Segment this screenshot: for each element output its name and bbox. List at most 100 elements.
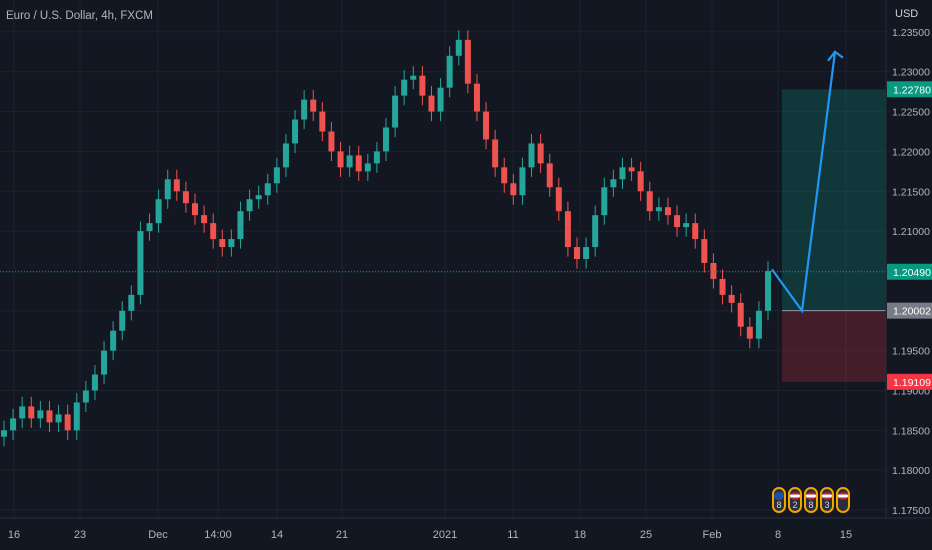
price-tick-label: 1.21000 [892, 226, 930, 238]
candle-body [728, 294, 735, 303]
us-flag-icon[interactable] [836, 487, 850, 513]
candle-body [655, 207, 662, 212]
candle-body [464, 39, 471, 84]
us-flag-icon[interactable]: 8 [804, 487, 818, 513]
price-tick-label: 1.23000 [892, 67, 930, 79]
candle-body [446, 55, 453, 88]
candle-body [164, 179, 171, 200]
candle-body [592, 215, 599, 248]
candle-body [692, 223, 699, 240]
candle-body [537, 143, 544, 164]
time-tick-label: Feb [703, 529, 722, 541]
time-tick-label: 14 [271, 529, 283, 541]
candle-body [128, 294, 135, 311]
us-flag-icon[interactable]: 3 [820, 487, 834, 513]
price-tick-label: 1.17500 [892, 505, 930, 517]
event-count: 3 [824, 500, 830, 510]
price-label-bg [887, 373, 932, 390]
price-tick-label: 1.22000 [892, 146, 930, 158]
time-tick-label: 8 [775, 529, 781, 541]
candle-body [765, 270, 771, 311]
candle-body [492, 139, 499, 168]
candle-body [401, 79, 408, 96]
candle-body [264, 183, 271, 196]
candle-body [301, 99, 308, 120]
price-label-bg [887, 302, 932, 319]
candle-body [137, 231, 144, 295]
candle-body [419, 75, 426, 96]
candle-body [364, 163, 371, 172]
candle-body [255, 195, 262, 200]
price-tick-label: 1.18000 [892, 465, 930, 477]
candle-body [528, 143, 535, 168]
candle-body [355, 155, 362, 172]
price-label-last-price: 1.20490 [893, 267, 931, 279]
candle-body [719, 278, 726, 295]
profit-zone [782, 89, 886, 311]
candle-body [746, 326, 753, 339]
candle-body [564, 211, 571, 248]
candle-body [319, 111, 326, 132]
candle-body [1, 430, 7, 437]
price-tick-label: 1.23500 [892, 27, 930, 39]
candle-body [637, 171, 644, 192]
price-tick-label: 1.22500 [892, 107, 930, 119]
candle-body [119, 310, 126, 331]
time-tick-label: 21 [336, 529, 348, 541]
candle-body [228, 239, 235, 248]
event-count: 8 [776, 500, 782, 510]
candle-body [501, 167, 508, 184]
candle-body [428, 95, 435, 112]
candle-body [619, 167, 626, 180]
candle-body [574, 247, 580, 259]
candle-body [437, 87, 444, 112]
candle-body [19, 406, 26, 419]
currency-selector[interactable]: USD [895, 8, 919, 20]
candle-body [219, 239, 226, 248]
candle-body [91, 374, 98, 391]
time-tick-label: 18 [574, 529, 586, 541]
candle-body [173, 179, 180, 192]
time-tick-label: 15 [840, 529, 852, 541]
candle-body [510, 183, 517, 196]
candle-body [519, 167, 526, 196]
price-tick-label: 1.18500 [892, 425, 930, 437]
event-count: 2 [792, 500, 798, 510]
candle-body [583, 247, 590, 259]
candle-body [201, 215, 208, 224]
candle-body [192, 203, 198, 216]
projection-arrowhead [827, 50, 844, 62]
candle-body [701, 239, 708, 263]
candle-body [546, 163, 553, 188]
candle-body [292, 119, 299, 144]
economic-events: 8 2 8 3 [772, 487, 850, 513]
candle-body [146, 223, 153, 232]
candle-body [646, 191, 653, 212]
price-label-take-profit: 1.22780 [893, 84, 931, 96]
candle-body [410, 75, 417, 80]
candle-body [628, 167, 635, 172]
price-label-stop-loss: 1.19109 [893, 377, 931, 389]
time-tick-label: Dec [148, 529, 168, 541]
price-tick-label: 1.21500 [892, 186, 930, 198]
price-label-bg [887, 81, 932, 98]
candle-body [246, 199, 253, 212]
price-label-bg [887, 263, 932, 280]
candle-body [473, 83, 480, 112]
candle-body [392, 95, 399, 128]
candle-body [273, 167, 280, 184]
price-tick-label: 1.19500 [892, 346, 930, 358]
candle-body [328, 131, 335, 152]
us-flag-icon[interactable]: 2 [788, 487, 802, 513]
candle-body [601, 187, 608, 216]
candle-body [282, 143, 289, 168]
projection-path [771, 51, 837, 314]
candle-body [73, 402, 80, 431]
candle-body [182, 191, 189, 204]
time-tick-label: 11 [507, 529, 518, 541]
eu-flag-icon[interactable]: 8 [772, 487, 786, 513]
candle-body [101, 350, 108, 375]
candle-body [383, 127, 389, 152]
